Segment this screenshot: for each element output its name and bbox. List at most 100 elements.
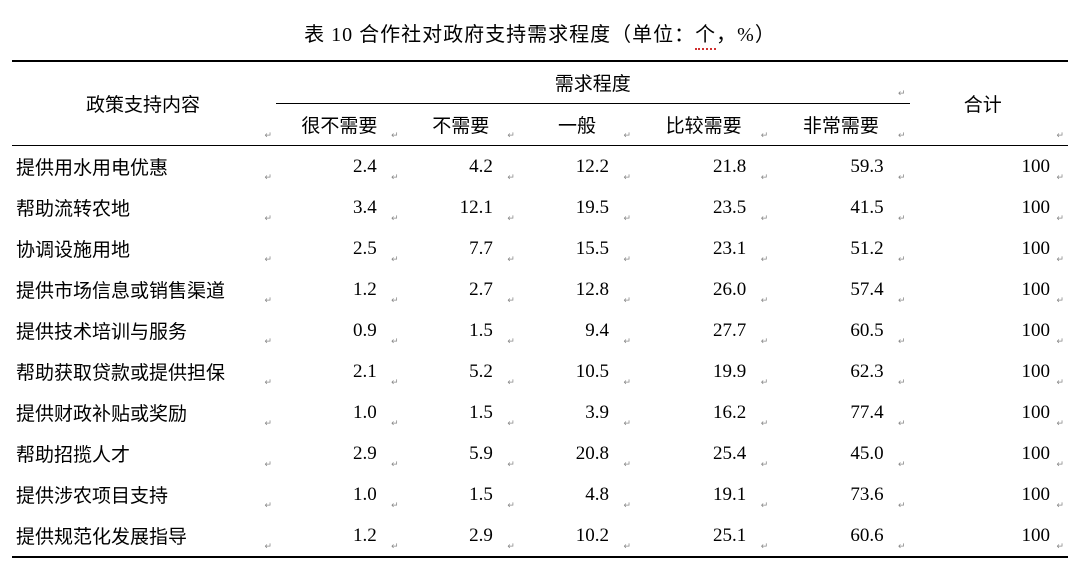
paragraph-mark-icon: ↵ (1056, 295, 1064, 306)
paragraph-mark-icon: ↵ (898, 254, 906, 265)
paragraph-mark-icon: ↵ (761, 377, 769, 388)
paragraph-mark-icon: ↵ (391, 500, 399, 511)
paragraph-mark-icon: ↵ (761, 213, 769, 224)
cell-total: 100↵ (910, 515, 1068, 557)
cell-value: 15.5↵ (519, 228, 635, 269)
paragraph-mark-icon: ↵ (761, 336, 769, 347)
cell-value: 20.8↵ (519, 433, 635, 474)
table-body: 提供用水用电优惠↵2.4↵4.2↵12.2↵21.8↵59.3↵100↵帮助流转… (12, 146, 1068, 558)
cell-value: 2.9↵ (276, 433, 403, 474)
paragraph-mark-icon: ↵ (761, 254, 769, 265)
paragraph-mark-icon: ↵ (898, 295, 906, 306)
paragraph-mark-icon: ↵ (507, 213, 515, 224)
cell-value: 12.2↵ (519, 146, 635, 188)
paragraph-mark-icon: ↵ (1056, 172, 1064, 183)
paragraph-mark-icon: ↵ (623, 213, 631, 224)
row-label: 帮助获取贷款或提供担保↵ (12, 351, 276, 392)
cell-value: 23.5↵ (635, 187, 772, 228)
table-row: 提供技术培训与服务↵0.9↵1.5↵9.4↵27.7↵60.5↵100↵ (12, 310, 1068, 351)
col-level-1: 不需要↵ (403, 104, 519, 146)
paragraph-mark-icon: ↵ (507, 377, 515, 388)
paragraph-mark-icon: ↵ (391, 336, 399, 347)
paragraph-mark-icon: ↵ (623, 254, 631, 265)
paragraph-mark-icon: ↵ (1056, 336, 1064, 347)
paragraph-mark-icon: ↵ (507, 295, 515, 306)
table-row: 帮助流转农地↵3.4↵12.1↵19.5↵23.5↵41.5↵100↵ (12, 187, 1068, 228)
table-row: 帮助获取贷款或提供担保↵2.1↵5.2↵10.5↵19.9↵62.3↵100↵ (12, 351, 1068, 392)
paragraph-mark-icon: ↵ (507, 172, 515, 183)
paragraph-mark-icon: ↵ (898, 130, 906, 141)
paragraph-mark-icon: ↵ (264, 295, 272, 306)
paragraph-mark-icon: ↵ (761, 541, 769, 552)
paragraph-mark-icon: ↵ (391, 459, 399, 470)
cell-total: 100↵ (910, 433, 1068, 474)
paragraph-mark-icon: ↵ (391, 213, 399, 224)
paragraph-mark-icon: ↵ (761, 459, 769, 470)
paragraph-mark-icon: ↵ (761, 418, 769, 429)
cell-value: 1.5↵ (403, 310, 519, 351)
paragraph-mark-icon: ↵ (264, 459, 272, 470)
col-total: 合计↵ (910, 61, 1068, 146)
cell-value: 10.2↵ (519, 515, 635, 557)
cell-total: 100↵ (910, 269, 1068, 310)
cell-value: 2.9↵ (403, 515, 519, 557)
cell-value: 62.3↵ (772, 351, 909, 392)
cell-value: 9.4↵ (519, 310, 635, 351)
paragraph-mark-icon: ↵ (898, 459, 906, 470)
paragraph-mark-icon: ↵ (898, 88, 906, 99)
cell-total: 100↵ (910, 474, 1068, 515)
paragraph-mark-icon: ↵ (623, 130, 631, 141)
cell-value: 23.1↵ (635, 228, 772, 269)
cell-value: 2.5↵ (276, 228, 403, 269)
cell-total: 100↵ (910, 351, 1068, 392)
paragraph-mark-icon: ↵ (623, 500, 631, 511)
paragraph-mark-icon: ↵ (898, 418, 906, 429)
paragraph-mark-icon: ↵ (391, 130, 399, 141)
row-label: 协调设施用地↵ (12, 228, 276, 269)
cell-value: 19.5↵ (519, 187, 635, 228)
cell-value: 5.9↵ (403, 433, 519, 474)
paragraph-mark-icon: ↵ (623, 377, 631, 388)
caption-prefix: 表 10 合作社对政府支持需求程度（单位： (304, 24, 695, 46)
cell-value: 7.7↵ (403, 228, 519, 269)
paragraph-mark-icon: ↵ (264, 254, 272, 265)
paragraph-mark-icon: ↵ (898, 336, 906, 347)
paragraph-mark-icon: ↵ (1056, 377, 1064, 388)
paragraph-mark-icon: ↵ (1056, 254, 1064, 265)
col-group: 需求程度↵ (276, 61, 910, 104)
cell-value: 19.9↵ (635, 351, 772, 392)
row-label: 提供用水用电优惠↵ (12, 146, 276, 188)
data-table: 政策支持内容↵ 需求程度↵ 合计↵ 很不需要↵ 不需要↵ 一般↵ 比较需要↵ 非… (12, 60, 1068, 558)
cell-value: 5.2↵ (403, 351, 519, 392)
paragraph-mark-icon: ↵ (264, 130, 272, 141)
cell-value: 51.2↵ (772, 228, 909, 269)
caption-squiggle: 个 (695, 18, 716, 50)
cell-value: 2.7↵ (403, 269, 519, 310)
table-caption: 表 10 合作社对政府支持需求程度（单位：个，%） (12, 18, 1068, 50)
cell-value: 27.7↵ (635, 310, 772, 351)
paragraph-mark-icon: ↵ (898, 377, 906, 388)
paragraph-mark-icon: ↵ (623, 418, 631, 429)
paragraph-mark-icon: ↵ (391, 172, 399, 183)
col-level-4: 非常需要↵ (772, 104, 909, 146)
paragraph-mark-icon: ↵ (623, 295, 631, 306)
paragraph-mark-icon: ↵ (391, 541, 399, 552)
paragraph-mark-icon: ↵ (898, 213, 906, 224)
paragraph-mark-icon: ↵ (507, 336, 515, 347)
cell-value: 77.4↵ (772, 392, 909, 433)
row-label: 帮助招揽人才↵ (12, 433, 276, 474)
cell-value: 12.1↵ (403, 187, 519, 228)
cell-value: 19.1↵ (635, 474, 772, 515)
paragraph-mark-icon: ↵ (623, 459, 631, 470)
paragraph-mark-icon: ↵ (898, 172, 906, 183)
col-level-0: 很不需要↵ (276, 104, 403, 146)
paragraph-mark-icon: ↵ (1056, 500, 1064, 511)
paragraph-mark-icon: ↵ (1056, 418, 1064, 429)
table-row: 协调设施用地↵2.5↵7.7↵15.5↵23.1↵51.2↵100↵ (12, 228, 1068, 269)
cell-value: 16.2↵ (635, 392, 772, 433)
paragraph-mark-icon: ↵ (264, 377, 272, 388)
cell-total: 100↵ (910, 146, 1068, 188)
paragraph-mark-icon: ↵ (761, 500, 769, 511)
table-row: 提供财政补贴或奖励↵1.0↵1.5↵3.9↵16.2↵77.4↵100↵ (12, 392, 1068, 433)
cell-value: 1.2↵ (276, 269, 403, 310)
